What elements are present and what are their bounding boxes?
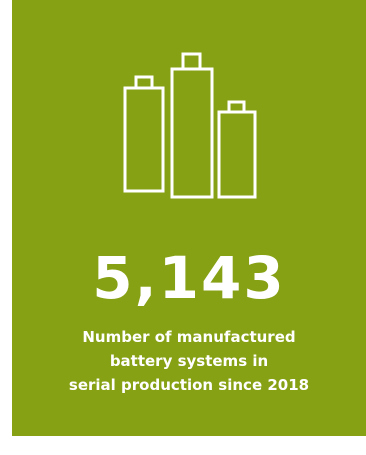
stat-value: 5,143 bbox=[92, 244, 286, 312]
battery-cells-icon bbox=[123, 52, 257, 199]
stat-caption-line: battery systems in bbox=[109, 352, 269, 370]
stat-caption: Number of manufactured battery systems i… bbox=[12, 325, 366, 397]
stat-card: 5,143 Number of manufactured battery sys… bbox=[12, 0, 366, 436]
stat-caption-line: serial production since 2018 bbox=[68, 376, 310, 394]
stat-caption-line: Number of manufactured bbox=[82, 328, 296, 346]
